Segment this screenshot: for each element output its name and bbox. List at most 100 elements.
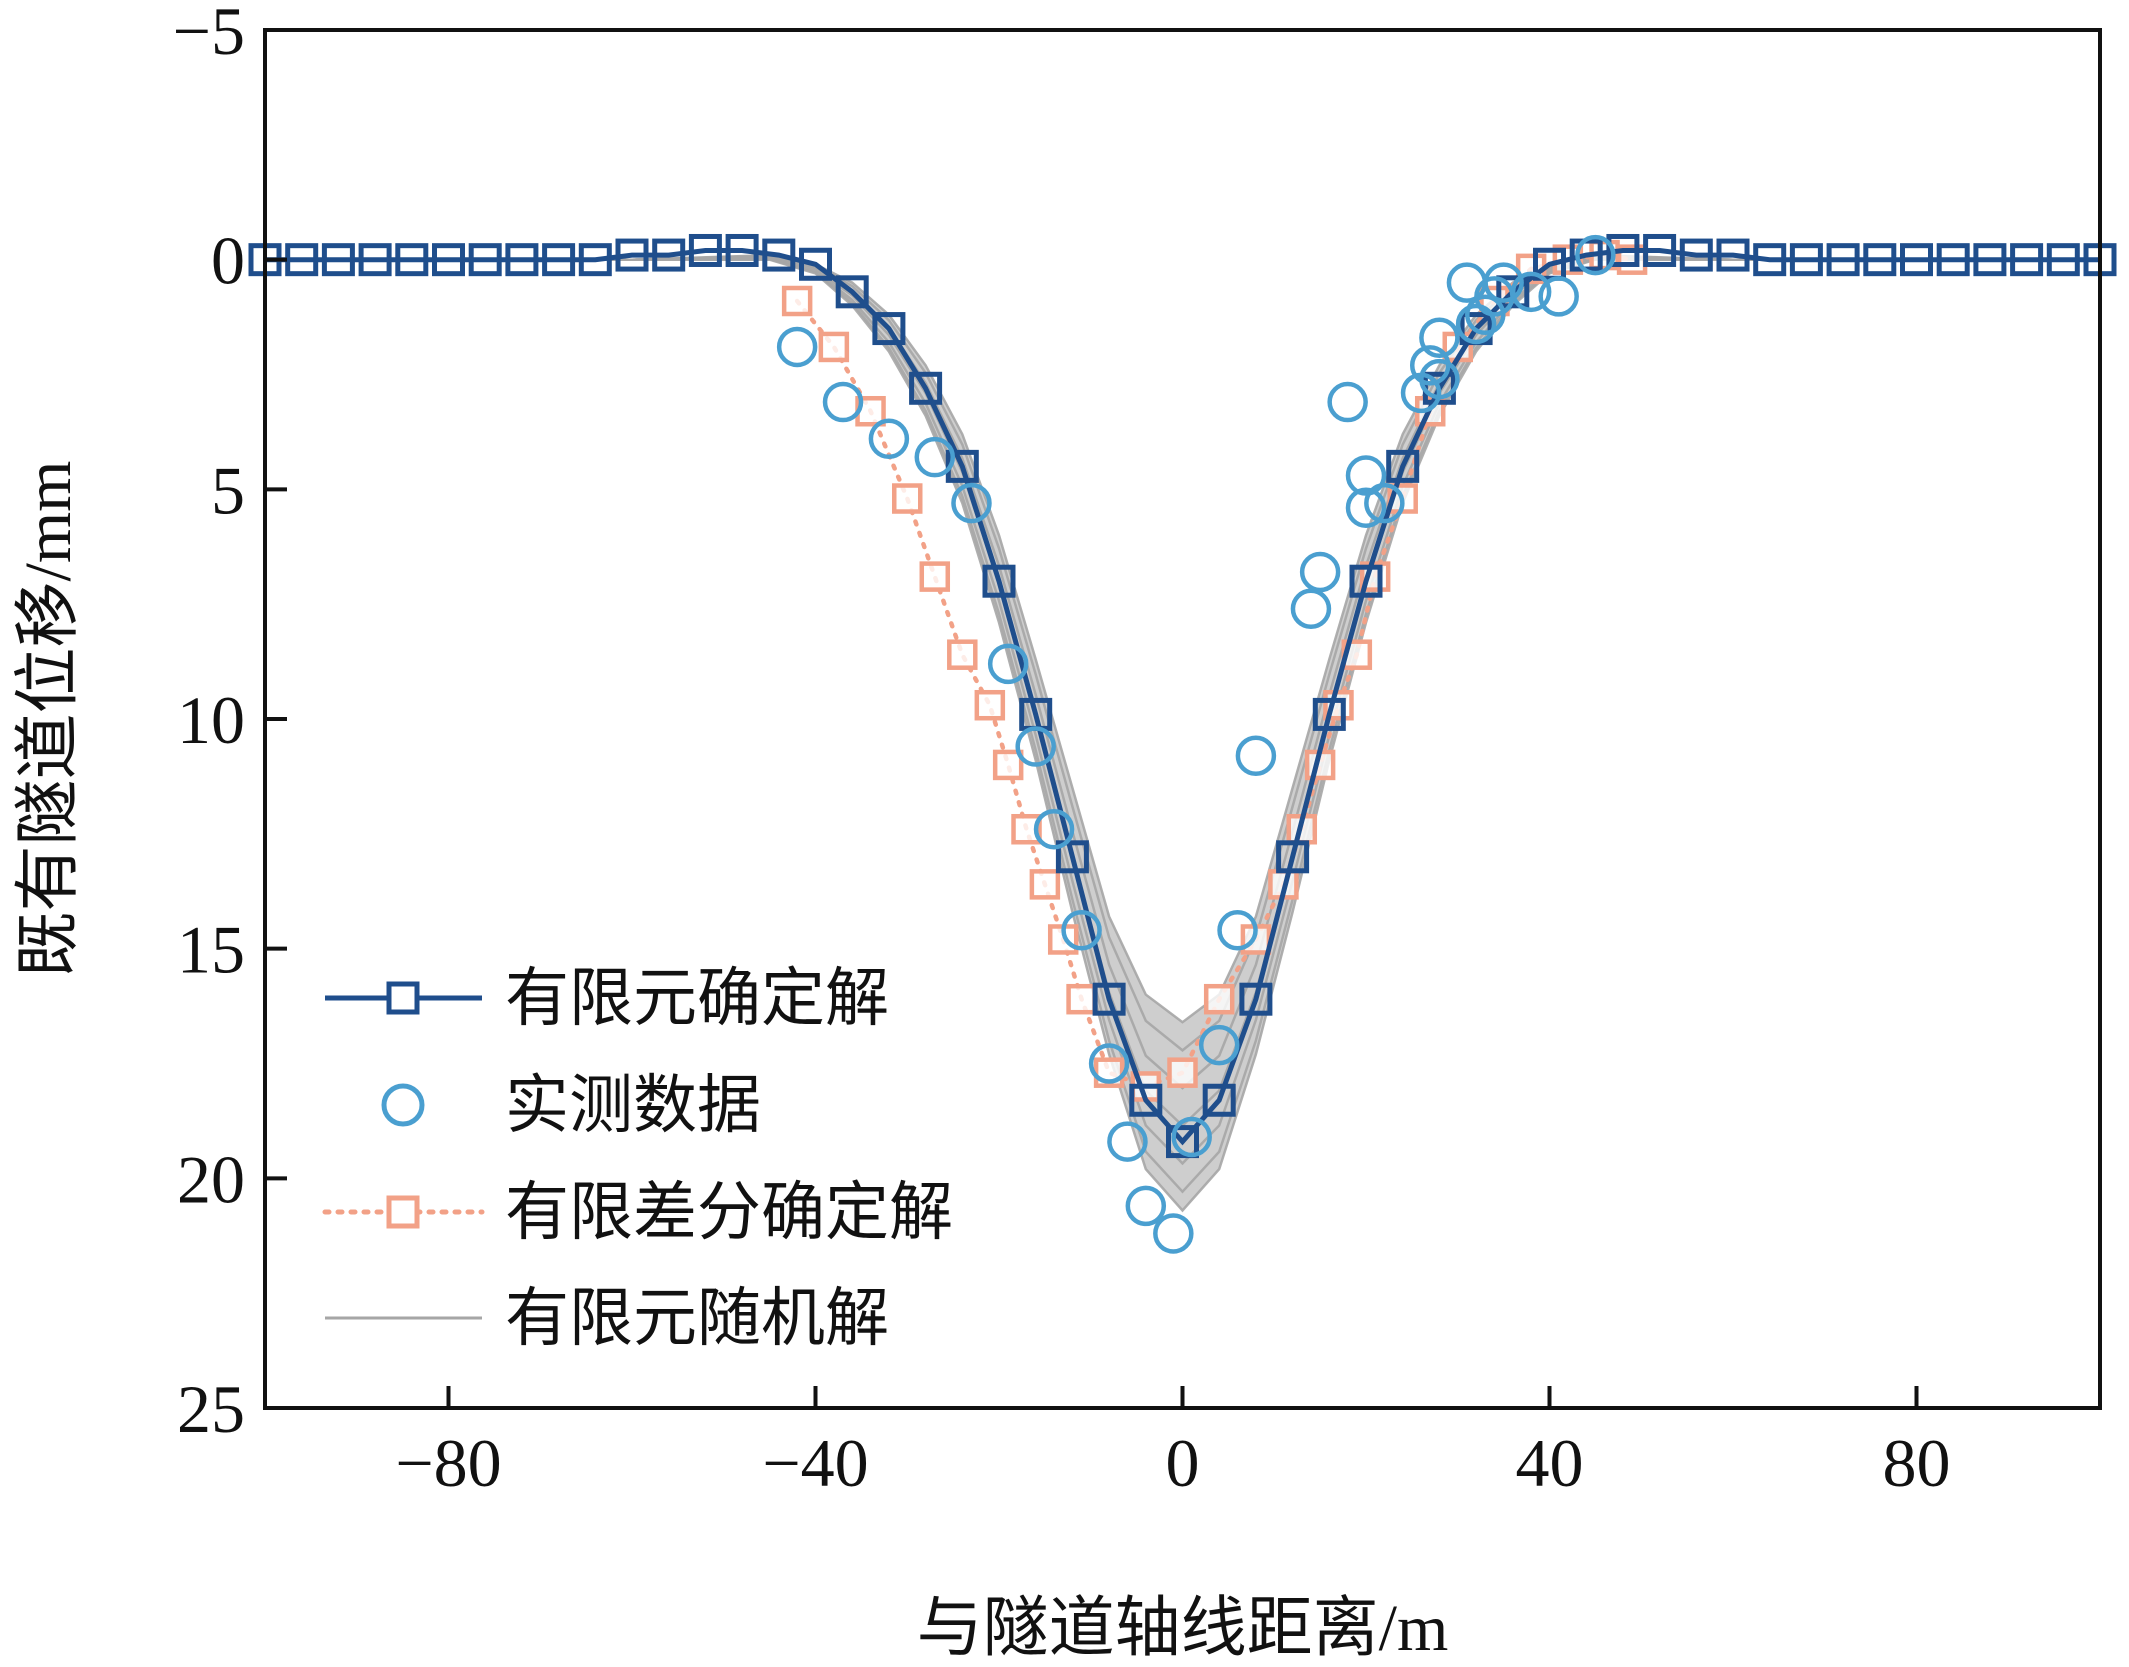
y-tick-label: −5 — [173, 0, 245, 69]
measured-point — [1465, 294, 1506, 336]
fem-point — [982, 564, 1016, 598]
fdm-point — [781, 285, 813, 317]
measured-point — [1419, 317, 1460, 359]
measured-point — [1061, 910, 1102, 951]
y-tick-label: 10 — [177, 682, 245, 758]
measured-point — [776, 326, 818, 368]
measured-point — [951, 482, 992, 524]
fem-point — [1312, 697, 1346, 731]
measured-point — [1153, 1213, 1194, 1254]
fem-point — [505, 243, 539, 277]
fem-point — [1863, 243, 1897, 277]
y-tick-label: 0 — [211, 223, 245, 299]
fem-point — [1166, 1125, 1199, 1159]
legend-fdm-marker — [386, 1195, 420, 1229]
x-tick-label: −80 — [395, 1425, 501, 1501]
random-sample-line — [265, 253, 2100, 1024]
measured-point — [1364, 482, 1405, 524]
x-tick-label: −40 — [762, 1425, 868, 1501]
fem-point — [432, 243, 465, 277]
fem-point — [909, 371, 943, 405]
x-axis-title: 与隧道轴线距离/m — [917, 1592, 1449, 1665]
fem-point — [2046, 243, 2080, 277]
fem-point — [1716, 238, 1750, 272]
fem-point — [468, 243, 502, 277]
measured-point — [1483, 262, 1524, 303]
fdm-point — [1167, 1057, 1198, 1088]
measured-point — [822, 381, 864, 423]
legend-random-label: 有限元随机解 — [505, 1283, 889, 1354]
fem-point — [688, 233, 722, 267]
legend-fem-marker — [386, 981, 420, 1015]
fem-point — [1386, 449, 1420, 483]
fem-point — [578, 243, 612, 277]
measured-point — [1125, 1185, 1167, 1227]
fem-point — [1936, 243, 1970, 277]
fem-point — [652, 238, 686, 272]
fdm-point — [919, 561, 951, 592]
measured-point — [1290, 588, 1332, 630]
measured-point — [1327, 381, 1368, 423]
measured-point — [1446, 262, 1488, 303]
fem-point — [1643, 233, 1677, 267]
measured-point — [868, 418, 910, 460]
y-tick-label: 5 — [211, 452, 245, 528]
legend-entry-fem: 有限元确定解 — [325, 963, 889, 1034]
fem-point — [762, 238, 796, 272]
fem-point — [1055, 840, 1089, 874]
fem-point — [1606, 233, 1640, 267]
fem-point — [725, 233, 759, 267]
measured-point — [1345, 487, 1387, 528]
y-tick-label: 15 — [177, 912, 245, 988]
fdm-point — [1029, 869, 1061, 900]
measured-point — [1015, 726, 1056, 767]
series-layer — [248, 233, 2117, 1254]
x-tick-label: 80 — [1883, 1425, 1951, 1501]
measured-point — [1299, 551, 1341, 593]
random-sample-line — [265, 254, 2100, 1053]
fem-point — [1826, 243, 1860, 277]
legend-entry-random: 有限元随机解 — [325, 1283, 889, 1354]
legend-fem-label: 有限元确定解 — [505, 963, 889, 1034]
legend-entry-fdm: 有限差分确定解 — [322, 1177, 953, 1248]
fdm-point — [1203, 983, 1235, 1015]
y-axis-title: 既有隧道位移/mm — [12, 460, 85, 977]
fdm-point — [1066, 983, 1097, 1015]
measured-point — [1235, 735, 1277, 776]
fdm-point — [818, 331, 850, 363]
fem-point — [1900, 243, 1933, 277]
fem-point — [1129, 1083, 1163, 1117]
fem-point — [1202, 1083, 1236, 1117]
measured-point — [1033, 808, 1075, 850]
fem-point — [1496, 275, 1530, 309]
fem-point — [872, 312, 906, 346]
x-tick-label: 40 — [1516, 1425, 1584, 1501]
fem-point — [1679, 238, 1713, 272]
y-tick-label: 20 — [177, 1141, 245, 1217]
measured-point — [1510, 271, 1552, 313]
measured-point — [1575, 234, 1616, 276]
fem-point — [2010, 243, 2044, 277]
axis-tick-labels: −80 −40 0 40 80 −5 0 5 10 15 20 25 — [173, 0, 1951, 1501]
fem-point — [1349, 564, 1383, 598]
measured-point — [914, 436, 956, 478]
fem-point — [1789, 243, 1823, 277]
measured-point — [1217, 910, 1258, 951]
fdm-point — [947, 639, 978, 670]
measured-point — [1419, 358, 1460, 400]
measured-point — [1198, 1024, 1240, 1066]
fem-point — [835, 275, 869, 309]
measured-point — [987, 643, 1029, 685]
measured-point — [1171, 1116, 1212, 1158]
measured-point — [1107, 1121, 1148, 1162]
legend-fdm-label: 有限差分确定解 — [505, 1177, 953, 1248]
x-tick-label: 0 — [1166, 1425, 1200, 1501]
fem-point — [542, 243, 576, 277]
legend-measured-marker — [381, 1083, 425, 1127]
fem-point — [615, 238, 649, 272]
fem-point — [1533, 247, 1566, 281]
random-sample-line — [265, 257, 2100, 1194]
axis-ticks — [265, 28, 1919, 1410]
fem-point — [395, 243, 429, 277]
